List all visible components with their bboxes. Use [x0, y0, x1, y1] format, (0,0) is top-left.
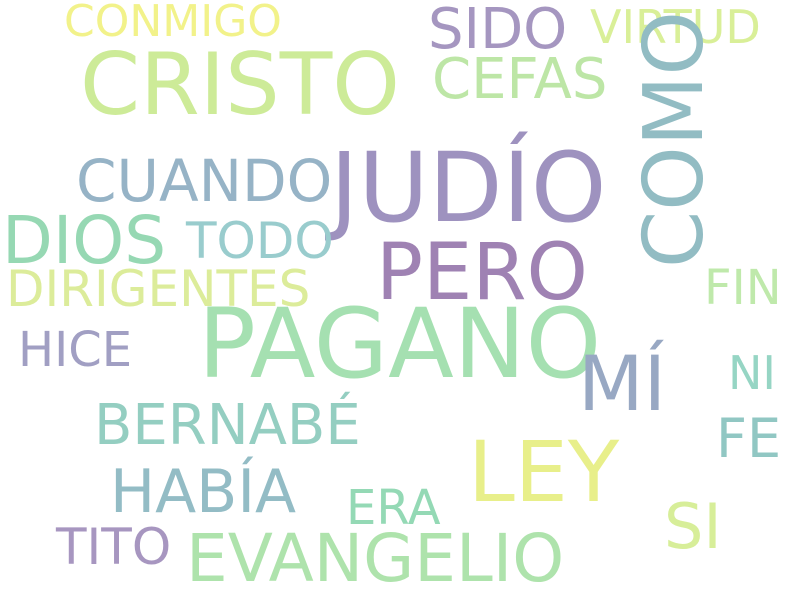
word-bernabe: BERNABÉ: [94, 393, 361, 458]
word-era: ERA: [346, 480, 441, 536]
word-sido: SIDO: [428, 0, 568, 62]
word-dios: DIOS: [2, 202, 167, 279]
word-evangelio: EVANGELIO: [186, 520, 565, 597]
word-pagano: PAGANO: [198, 288, 602, 400]
word-habia: HABÍA: [110, 457, 297, 527]
word-virtud: VIRTUD: [590, 0, 761, 54]
word-todo: TODO: [186, 212, 334, 270]
word-fe: FE: [716, 407, 782, 470]
word-tito: TITO: [56, 518, 172, 576]
word-como: COMO: [627, 10, 722, 268]
word-cristo: CRISTO: [80, 35, 400, 135]
word-si: SI: [664, 490, 722, 563]
word-cuando: CUANDO: [76, 147, 333, 215]
word-cefas: CEFAS: [432, 47, 608, 112]
word-judio: JUDÍO: [330, 132, 607, 244]
word-ni: NI: [728, 346, 776, 400]
word-ley: LEY: [468, 423, 620, 521]
word-dirigentes: DIRIGENTES: [6, 260, 311, 318]
word-fin: FIN: [704, 260, 782, 316]
word-pero: PERO: [376, 228, 588, 318]
word-conmigo: CONMIGO: [64, 0, 282, 47]
word-mi: MÍ: [578, 339, 666, 428]
word-hice: HICE: [18, 322, 133, 378]
